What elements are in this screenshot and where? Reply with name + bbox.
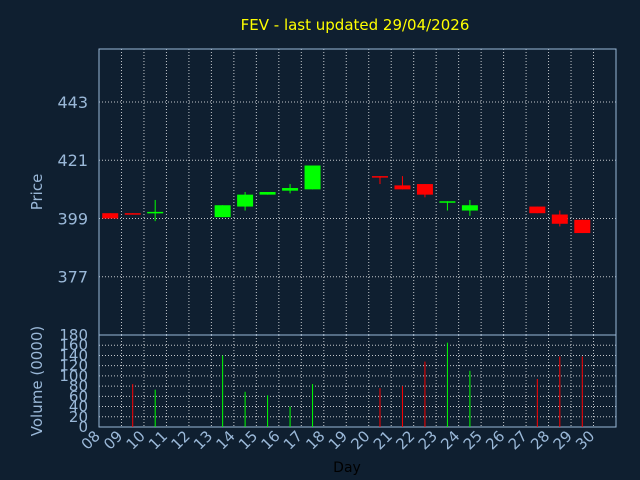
candle-body: [551, 214, 568, 224]
volume-axis-label: Volume (0000): [28, 326, 46, 436]
volume-tick-label: 140: [59, 346, 88, 364]
price-tick-label: 421: [57, 151, 88, 170]
chart-title: FEV - last updated 29/04/2026: [241, 16, 470, 34]
price-plot-frame: [98, 48, 617, 336]
day-tick-label: 30: [572, 427, 598, 453]
candle-body: [574, 219, 591, 234]
price-tick-label: 377: [57, 268, 88, 287]
candle-body: [529, 206, 546, 214]
volume-tick-label: 100: [59, 367, 88, 385]
candle-body: [214, 205, 231, 218]
volume-grid: [99, 335, 617, 427]
candle-body: [439, 201, 456, 203]
price-axis-label: Price: [28, 174, 46, 211]
price-grid: [99, 49, 617, 335]
candle-body: [147, 211, 164, 214]
volume-tick-label: 120: [59, 357, 88, 375]
candle-body: [282, 188, 299, 191]
price-tick-label: 399: [57, 209, 88, 228]
candle-body: [416, 184, 433, 195]
price-tick-label: 443: [57, 93, 88, 112]
volume-tick-label: 160: [59, 336, 88, 354]
volume-tick-label: 40: [69, 398, 88, 416]
day-axis-label: Day: [333, 460, 361, 476]
price-candles: [102, 165, 591, 234]
volume-plot-frame: [98, 334, 617, 428]
volume-tick-label: 80: [69, 377, 88, 395]
candle-body: [304, 165, 321, 190]
volume-tick-label: 180: [59, 326, 88, 344]
price-tick-labels: 377 399 421 443: [57, 93, 88, 287]
candle-body: [102, 213, 119, 219]
candle-body: [124, 213, 141, 215]
volume-bars: [132, 342, 583, 427]
day-tick-labels: 0809101112131415161718192021222324252627…: [78, 427, 599, 453]
candle-body: [371, 176, 388, 178]
candle-body: [394, 185, 411, 190]
candle-body: [259, 192, 276, 195]
volume-tick-label: 20: [69, 408, 88, 426]
candle-body: [237, 194, 254, 207]
volume-tick-label: 60: [69, 387, 88, 405]
candle-body: [461, 205, 478, 211]
volume-tick-label: 0: [78, 418, 88, 436]
